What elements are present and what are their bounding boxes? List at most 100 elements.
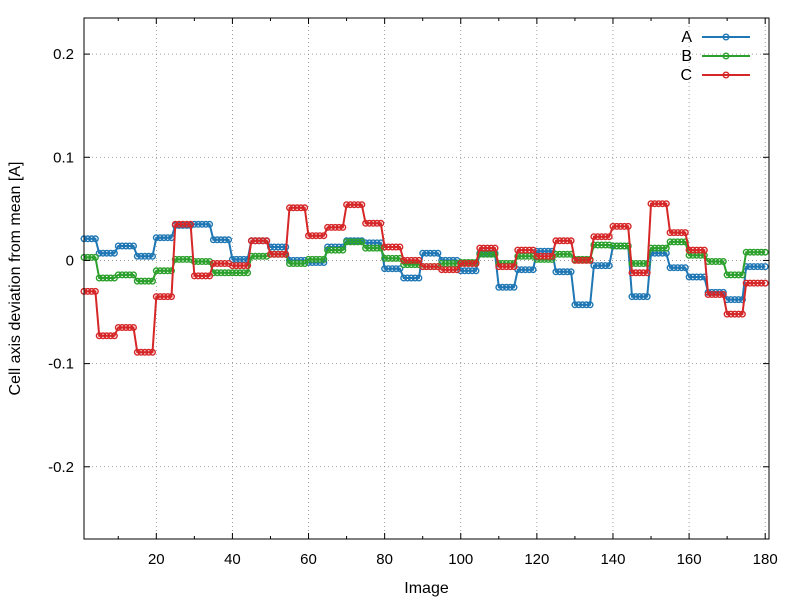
data-point <box>137 277 145 285</box>
data-point <box>757 263 765 271</box>
data-point <box>655 200 663 208</box>
data-point <box>122 271 130 279</box>
data-point <box>461 260 469 268</box>
data-point <box>198 220 206 228</box>
data-point <box>639 293 647 301</box>
x-tick-label: 180 <box>753 551 778 568</box>
data-point <box>742 248 750 256</box>
data-point <box>746 248 754 256</box>
data-point <box>160 267 168 275</box>
data-point <box>141 348 149 356</box>
data-point <box>750 248 758 256</box>
data-point <box>335 246 343 254</box>
legend-item-B: B <box>681 48 750 65</box>
data-point <box>670 229 678 237</box>
data-point <box>575 301 583 309</box>
data-point <box>483 244 491 252</box>
data-point <box>160 293 168 301</box>
data-point <box>499 263 507 271</box>
data-point <box>129 242 137 250</box>
data-point <box>107 332 115 340</box>
data-point <box>354 238 362 246</box>
data-point <box>259 237 267 245</box>
data-point <box>624 222 632 230</box>
data-point <box>601 233 609 241</box>
data-point <box>464 267 472 275</box>
data-point <box>689 246 697 254</box>
data-point <box>202 272 210 280</box>
data-point <box>365 219 373 227</box>
data-point <box>84 235 92 243</box>
data-point <box>122 324 130 332</box>
data-point <box>164 234 172 242</box>
data-point <box>658 200 666 208</box>
data-point <box>118 324 126 332</box>
data-point <box>198 272 206 280</box>
data-point <box>590 233 598 241</box>
data-point <box>388 265 396 273</box>
data-point <box>742 279 750 287</box>
data-point <box>324 246 332 254</box>
x-tick-label: 100 <box>448 551 473 568</box>
data-point <box>141 277 149 285</box>
data-point <box>327 223 335 231</box>
data-point <box>472 260 480 268</box>
data-point <box>541 252 549 260</box>
data-point <box>552 268 560 276</box>
data-point <box>88 287 96 295</box>
legend-item-C: C <box>680 67 750 84</box>
data-point <box>510 263 518 271</box>
data-point <box>297 204 305 212</box>
data-point <box>529 266 537 274</box>
data-point <box>312 255 320 263</box>
data-point <box>129 324 137 332</box>
data-point <box>411 261 419 269</box>
data-point <box>221 269 229 277</box>
data-point <box>560 268 568 276</box>
data-point <box>384 243 392 251</box>
data-point <box>152 234 160 242</box>
data-point <box>339 246 347 254</box>
data-point <box>723 271 731 279</box>
data-point <box>750 279 758 287</box>
data-point <box>678 264 686 272</box>
data-point <box>754 263 762 271</box>
data-point <box>639 260 647 268</box>
data-point <box>312 232 320 240</box>
data-point <box>704 291 712 299</box>
data-point <box>693 273 701 281</box>
data-point <box>384 265 392 273</box>
data-point <box>662 244 670 252</box>
data-point <box>392 243 400 251</box>
data-point <box>133 277 141 285</box>
data-point <box>658 244 666 252</box>
data-point <box>716 258 724 266</box>
data-point <box>255 237 263 245</box>
data-point <box>529 246 537 254</box>
legend-label: A <box>681 29 692 46</box>
data-point <box>316 232 324 240</box>
data-point <box>137 252 145 260</box>
data-point <box>228 269 236 277</box>
data-point <box>156 293 164 301</box>
data-point <box>548 252 556 260</box>
data-point <box>647 200 655 208</box>
data-point <box>464 260 472 268</box>
data-point <box>388 243 396 251</box>
legend: ABC <box>680 29 750 84</box>
data-point <box>423 249 431 257</box>
data-point <box>240 269 248 277</box>
data-point <box>567 237 575 245</box>
data-point <box>655 244 663 252</box>
data-point <box>160 234 168 242</box>
data-point <box>122 242 130 250</box>
data-point <box>103 274 111 282</box>
data-point <box>350 238 358 246</box>
data-point <box>506 263 514 271</box>
data-point <box>293 260 301 268</box>
data-point <box>88 235 96 243</box>
data-point <box>335 223 343 231</box>
data-point <box>190 272 198 280</box>
data-point <box>594 233 602 241</box>
data-point <box>670 238 678 246</box>
